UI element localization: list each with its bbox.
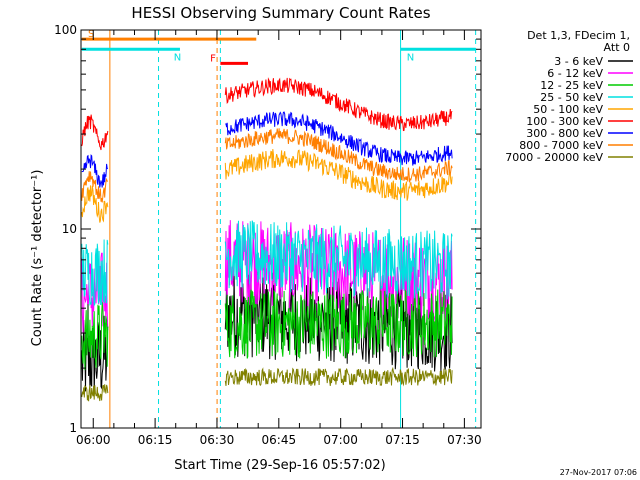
legend-entry-label: 800 - 7000 keV xyxy=(519,139,603,152)
chart-title: HESSI Observing Summary Count Rates xyxy=(131,4,430,22)
series-line xyxy=(81,154,109,188)
series-100-300-kev xyxy=(81,77,453,151)
series-7000-20000-kev xyxy=(81,366,453,402)
x-tick-label: 07:15 xyxy=(385,433,420,447)
series-line xyxy=(224,149,453,201)
legend-entry-label: 25 - 50 keV xyxy=(540,91,603,104)
x-tick-label: 06:30 xyxy=(200,433,235,447)
flag-label: S xyxy=(88,29,94,40)
y-axis-label: Count Rate (s⁻¹ detector⁻¹) xyxy=(30,170,45,347)
legend-entry-label: 6 - 12 keV xyxy=(547,67,603,80)
flag-label: N xyxy=(407,52,414,63)
series-line xyxy=(224,289,453,359)
x-tick-label: 06:00 xyxy=(76,433,111,447)
series-line xyxy=(81,171,109,203)
y-tick-label: 1 xyxy=(69,421,77,435)
flag-label: N xyxy=(174,52,181,63)
legend-title: Att 0 xyxy=(604,41,630,54)
x-tick-label: 06:15 xyxy=(138,433,173,447)
legend-title: Det 1,3, FDecim 1, xyxy=(527,29,630,42)
series-line xyxy=(81,384,109,402)
series-line xyxy=(225,111,453,166)
series-line xyxy=(81,302,109,371)
y-tick-label: 10 xyxy=(62,222,77,236)
legend-entry-label: 300 - 800 keV xyxy=(526,127,603,140)
series-line xyxy=(224,366,453,387)
footer-date: 27-Nov-2017 07:06 xyxy=(560,468,637,477)
series-line xyxy=(224,77,453,132)
y-tick-label: 100 xyxy=(54,23,77,37)
series-line xyxy=(81,114,109,151)
legend-entry-label: 50 - 100 keV xyxy=(533,103,603,116)
series-12-25-kev xyxy=(81,289,453,371)
series-line xyxy=(81,239,109,307)
flag-label: F xyxy=(210,53,216,64)
x-axis-label: Start Time (29-Sep-16 05:57:02) xyxy=(174,458,385,473)
legend-entry-label: 100 - 300 keV xyxy=(526,115,603,128)
x-tick-label: 07:30 xyxy=(447,433,482,447)
series-300-800-kev xyxy=(81,111,453,188)
x-tick-label: 07:00 xyxy=(323,433,358,447)
series-line xyxy=(81,185,109,223)
legend-entry-label: 3 - 6 keV xyxy=(554,55,603,68)
series-line xyxy=(224,128,453,183)
flags-layer: S N N F xyxy=(81,29,476,65)
x-tick-label: 06:45 xyxy=(262,433,297,447)
legend-entry-label: 12 - 25 keV xyxy=(540,79,603,92)
series-25-50-kev xyxy=(81,220,453,307)
legend-entry-label: 7000 - 20000 keV xyxy=(505,151,603,164)
series-50-100-kev xyxy=(81,149,453,223)
series-layer xyxy=(81,77,453,402)
series-line xyxy=(224,220,453,300)
axes: 1 10 100 06:00 06:15 06:30 06:45 07:00 07:15 07:3… xyxy=(54,23,482,447)
series-800-7000-kev xyxy=(81,128,453,203)
